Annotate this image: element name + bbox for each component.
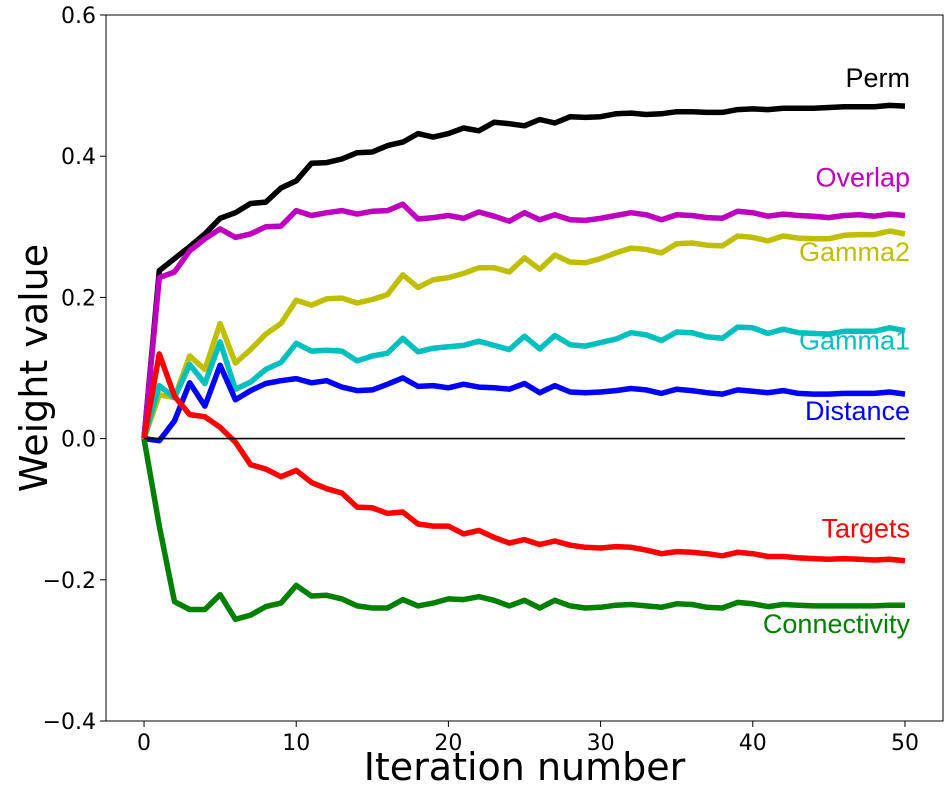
y-tick-label: 0.4 bbox=[61, 145, 96, 170]
y-tick-label: 0.6 bbox=[61, 4, 96, 29]
x-tick-label: 0 bbox=[137, 731, 151, 756]
series-label-distance: Distance bbox=[805, 396, 910, 426]
series-labels: Perm Overlap Gamma2 Gamma1 Distance Targets Co… bbox=[763, 63, 911, 639]
y-tick-label: −0.2 bbox=[43, 569, 96, 594]
series-label-overlap: Overlap bbox=[815, 163, 910, 193]
series-line-gamma1 bbox=[141, 324, 906, 440]
series-label-gamma1: Gamma1 bbox=[799, 326, 910, 356]
x-tick-label: 40 bbox=[739, 731, 767, 756]
plot-area-frame bbox=[105, 14, 944, 722]
series-line-overlap bbox=[141, 201, 906, 439]
y-axis-title: Weight value bbox=[12, 244, 56, 492]
series-line-distance bbox=[143, 362, 906, 444]
y-axis: −0.4 −0.2 0.0 0.2 0.4 0.6 bbox=[43, 4, 106, 735]
series-line-connectivity bbox=[141, 438, 905, 623]
series-line-perm bbox=[141, 102, 906, 439]
series-label-perm: Perm bbox=[845, 63, 910, 93]
y-tick-label: −0.4 bbox=[43, 710, 96, 735]
series-line-gamma2 bbox=[141, 228, 906, 440]
y-tick-label: 0.2 bbox=[61, 286, 96, 311]
series-label-gamma2: Gamma2 bbox=[799, 237, 910, 267]
x-tick-label: 50 bbox=[891, 731, 919, 756]
series-label-connectivity: Connectivity bbox=[763, 609, 911, 639]
x-axis: 0 10 20 30 40 50 bbox=[137, 721, 919, 756]
series-line-targets bbox=[141, 351, 906, 564]
x-axis-title: Iteration number bbox=[364, 745, 686, 789]
x-tick-label: 30 bbox=[587, 731, 615, 756]
x-tick-label: 10 bbox=[282, 731, 310, 756]
y-tick-label: 0.0 bbox=[61, 428, 96, 453]
series-label-targets: Targets bbox=[821, 514, 910, 544]
series-layer bbox=[141, 102, 906, 623]
x-tick-label: 20 bbox=[434, 731, 462, 756]
